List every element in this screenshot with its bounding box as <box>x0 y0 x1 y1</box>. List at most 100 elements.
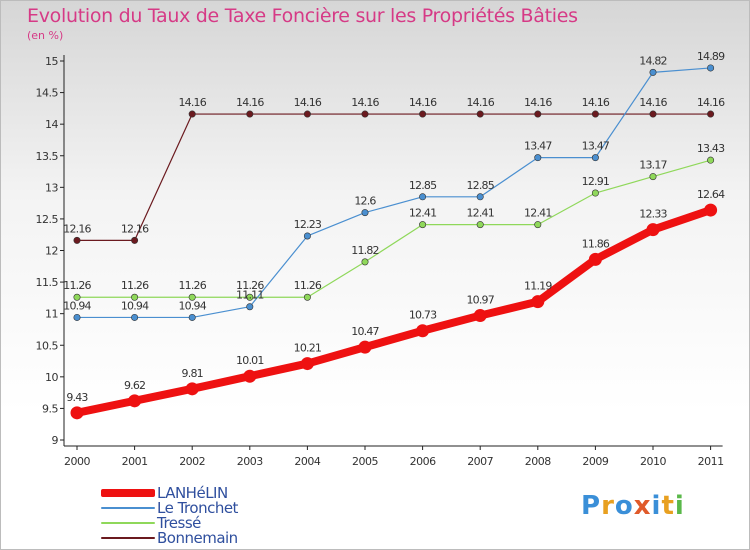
data-point-le-tronchet <box>303 232 311 240</box>
data-label-bonnemain: 14.16 <box>524 96 552 109</box>
data-point-lanhelin <box>358 340 372 354</box>
data-point-bonnemain <box>246 110 254 118</box>
data-label-tresse: 11.26 <box>178 279 206 292</box>
data-point-bonnemain <box>131 236 139 244</box>
data-label-tresse: 11.26 <box>236 279 264 292</box>
data-label-le-tronchet: 12.85 <box>409 179 437 192</box>
data-point-lanhelin <box>588 252 602 266</box>
y-tick-label: 14 <box>45 118 58 131</box>
data-point-bonnemain <box>649 110 657 118</box>
data-point-lanhelin <box>300 357 314 371</box>
data-point-tresse <box>534 221 542 229</box>
data-label-le-tronchet: 12.85 <box>466 179 494 192</box>
data-label-lanhelin: 10.47 <box>351 325 379 338</box>
data-point-tresse <box>246 293 254 301</box>
data-point-lanhelin <box>473 309 487 323</box>
data-point-le-tronchet <box>476 193 484 201</box>
data-label-tresse: 13.43 <box>697 142 725 155</box>
data-label-tresse: 13.17 <box>639 159 667 172</box>
data-point-lanhelin <box>185 382 199 396</box>
data-point-lanhelin <box>531 295 545 309</box>
series-line-lanhelin <box>73 206 715 417</box>
data-label-le-tronchet: 12.23 <box>294 218 322 231</box>
data-point-le-tronchet <box>131 313 139 321</box>
data-label-bonnemain: 14.16 <box>697 96 725 109</box>
data-point-bonnemain <box>476 110 484 118</box>
data-label-bonnemain: 14.16 <box>294 96 322 109</box>
data-label-tresse: 12.41 <box>409 207 437 220</box>
legend-swatch-tresse <box>101 521 155 524</box>
x-tick-label: 2003 <box>237 455 263 468</box>
x-tick-label: 2005 <box>352 455 378 468</box>
logo-letter: i <box>651 491 662 521</box>
data-label-lanhelin: 11.86 <box>582 237 610 250</box>
data-point-lanhelin <box>128 394 142 408</box>
data-point-le-tronchet <box>591 154 599 162</box>
y-tick-label: 10 <box>45 371 58 384</box>
legend: LANHéLIN Le Tronchet Tressé Bonnemain <box>101 483 238 547</box>
y-tick-label: 9.5 <box>42 402 58 415</box>
data-label-le-tronchet: 14.82 <box>639 54 667 67</box>
data-label-le-tronchet: 14.89 <box>697 50 725 63</box>
x-tick-label: 2009 <box>582 455 608 468</box>
data-label-le-tronchet: 13.47 <box>582 140 610 153</box>
data-label-tresse: 12.41 <box>466 207 494 220</box>
data-label-bonnemain: 14.16 <box>409 96 437 109</box>
legend-label-tresse: Tressé <box>157 513 201 532</box>
data-point-tresse <box>707 156 715 164</box>
data-label-bonnemain: 14.16 <box>236 96 264 109</box>
y-tick-label: 10.5 <box>36 339 59 352</box>
data-point-tresse <box>131 293 139 301</box>
data-point-lanhelin <box>243 369 257 383</box>
logo-letter: i <box>674 491 685 521</box>
data-label-bonnemain: 14.16 <box>582 96 610 109</box>
data-label-bonnemain: 12.16 <box>63 222 91 235</box>
data-label-lanhelin: 9.43 <box>66 391 88 404</box>
data-point-le-tronchet <box>419 193 427 201</box>
data-label-lanhelin: 10.01 <box>236 354 264 367</box>
series-line-le-tronchet <box>76 67 712 319</box>
legend-item-le-tronchet: Le Tronchet <box>101 499 238 517</box>
legend-swatch-bonnemain <box>101 536 155 539</box>
data-point-bonnemain <box>707 110 715 118</box>
data-label-bonnemain: 14.16 <box>351 96 379 109</box>
y-tick-label: 13.5 <box>36 150 59 163</box>
data-point-lanhelin <box>704 203 718 217</box>
data-point-le-tronchet <box>707 64 715 72</box>
data-point-tresse <box>649 173 657 181</box>
x-tick-label: 2011 <box>698 455 724 468</box>
data-point-le-tronchet <box>649 68 657 76</box>
data-point-le-tronchet <box>188 313 196 321</box>
data-label-tresse: 11.26 <box>63 279 91 292</box>
x-tick-label: 2007 <box>467 455 493 468</box>
legend-swatch-le-tronchet <box>101 506 155 509</box>
data-label-le-tronchet: 12.6 <box>354 195 376 208</box>
data-label-le-tronchet: 13.47 <box>524 140 552 153</box>
data-point-bonnemain <box>303 110 311 118</box>
data-label-lanhelin: 10.97 <box>466 294 494 307</box>
data-point-tresse <box>419 221 427 229</box>
data-point-le-tronchet <box>534 154 542 162</box>
logo-letter: r <box>601 491 615 521</box>
x-tick-label: 2008 <box>525 455 551 468</box>
chart-title: Evolution du Taux de Taxe Foncière sur l… <box>27 5 578 27</box>
x-tick-label: 2000 <box>64 455 90 468</box>
y-tick-label: 11.5 <box>36 276 59 289</box>
series-line-tresse <box>76 159 712 298</box>
data-point-lanhelin <box>416 324 430 338</box>
logo-letter: o <box>614 491 634 521</box>
data-label-tresse: 11.82 <box>351 244 379 257</box>
data-label-le-tronchet: 10.94 <box>121 299 149 312</box>
legend-label-bonnemain: Bonnemain <box>157 528 238 547</box>
data-label-tresse: 12.91 <box>582 175 610 188</box>
data-label-bonnemain: 14.16 <box>178 96 206 109</box>
legend-label-lanhelin: LANHéLIN <box>157 483 228 502</box>
series-line-bonnemain <box>76 113 712 241</box>
proxiti-logo: Proxiti <box>581 491 685 521</box>
x-tick-label: 2004 <box>294 455 320 468</box>
data-label-lanhelin: 9.62 <box>124 379 145 392</box>
data-label-lanhelin: 12.64 <box>697 188 725 201</box>
legend-item-lanhelin: LANHéLIN <box>101 483 238 502</box>
data-label-lanhelin: 10.21 <box>294 342 322 355</box>
